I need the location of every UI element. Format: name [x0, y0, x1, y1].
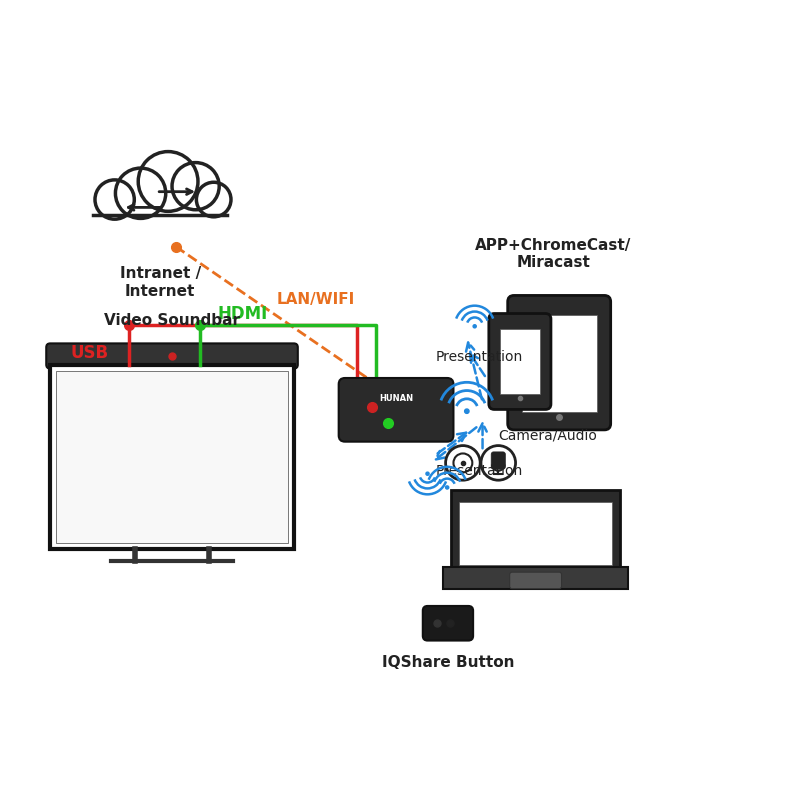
Text: LAN/WIFI: LAN/WIFI: [276, 292, 354, 307]
FancyBboxPatch shape: [489, 314, 551, 410]
Circle shape: [446, 486, 449, 489]
Text: HUNAN: HUNAN: [379, 394, 413, 403]
Text: Camera/Audio: Camera/Audio: [498, 428, 597, 442]
Text: APP+ChromeCast/
Miracast: APP+ChromeCast/ Miracast: [475, 238, 631, 270]
Circle shape: [446, 446, 480, 480]
Circle shape: [115, 168, 166, 218]
FancyBboxPatch shape: [522, 315, 597, 412]
Text: Video Soundbar: Video Soundbar: [104, 313, 240, 328]
Text: IQShare Button: IQShare Button: [382, 655, 514, 670]
FancyBboxPatch shape: [422, 606, 473, 641]
FancyBboxPatch shape: [46, 343, 298, 369]
Circle shape: [95, 180, 134, 219]
FancyBboxPatch shape: [338, 378, 454, 442]
FancyBboxPatch shape: [443, 566, 628, 589]
Circle shape: [465, 409, 469, 414]
FancyBboxPatch shape: [50, 365, 294, 550]
FancyBboxPatch shape: [508, 295, 610, 430]
Circle shape: [426, 472, 429, 475]
FancyBboxPatch shape: [451, 490, 620, 573]
Text: USB: USB: [70, 344, 109, 362]
FancyBboxPatch shape: [500, 330, 540, 394]
FancyBboxPatch shape: [491, 452, 506, 469]
FancyBboxPatch shape: [94, 190, 227, 215]
Circle shape: [473, 325, 476, 328]
Text: HDMI: HDMI: [218, 305, 268, 322]
FancyBboxPatch shape: [510, 572, 562, 589]
Text: Presentation: Presentation: [435, 350, 522, 364]
FancyBboxPatch shape: [57, 371, 287, 543]
Circle shape: [172, 162, 219, 210]
FancyBboxPatch shape: [459, 502, 612, 565]
Circle shape: [138, 151, 198, 211]
Text: Intranet /
Internet: Intranet / Internet: [120, 266, 201, 298]
Circle shape: [196, 182, 231, 217]
Text: Presentation: Presentation: [435, 464, 522, 478]
Circle shape: [481, 446, 515, 480]
